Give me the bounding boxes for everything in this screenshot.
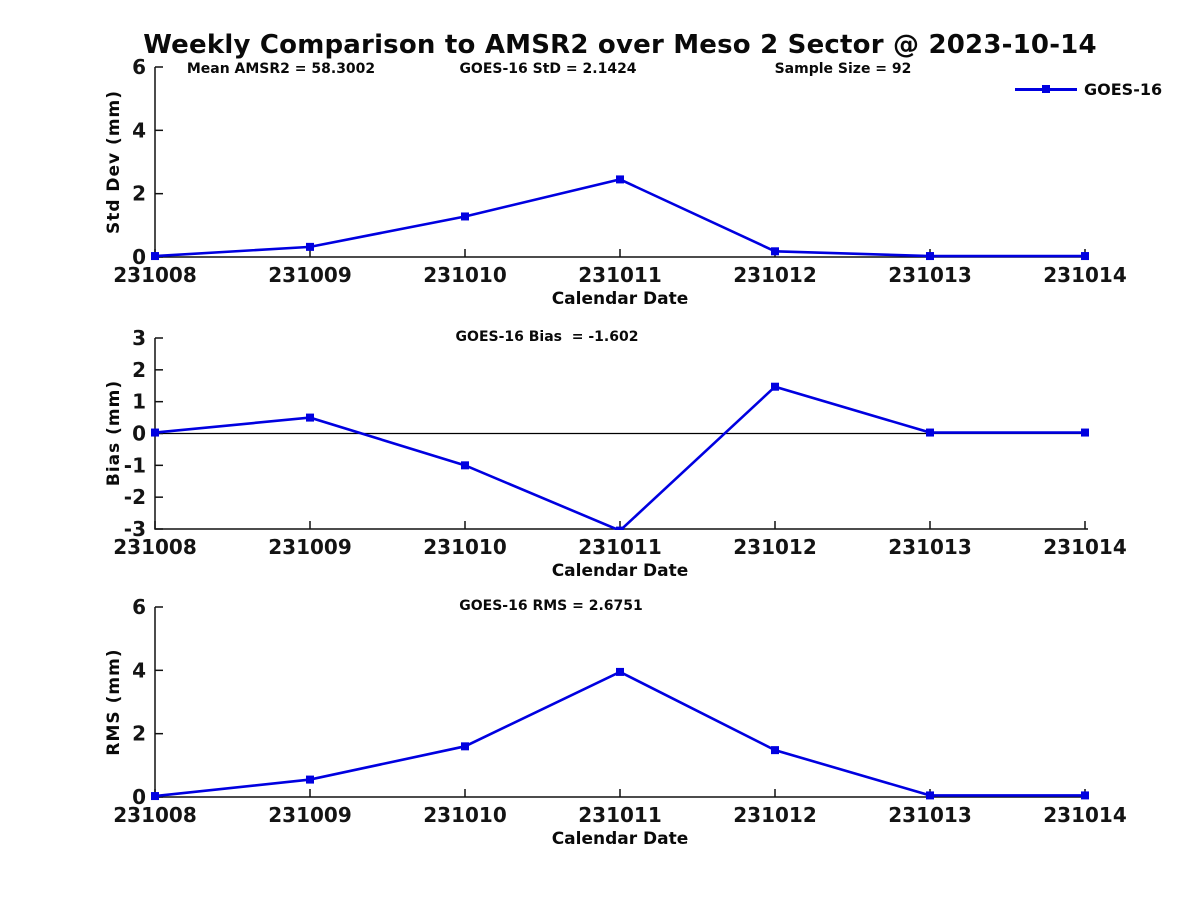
- std-dev-panel: 0 2 4 6 231008 231009 231010 231011 231012 231013…: [113, 55, 1127, 287]
- legend-label: GOES-16: [1084, 79, 1163, 99]
- x-axis-label-rms: Calendar Date: [551, 829, 689, 849]
- x-tick-label: 231014: [1043, 535, 1127, 559]
- y-tick-label: 6: [132, 595, 146, 619]
- legend: GOES-16: [1015, 79, 1163, 99]
- y-tick-label: 3: [132, 326, 146, 350]
- y-tick-label: 2: [132, 182, 146, 206]
- goes16-line: [154, 385, 1085, 530]
- x-tick-label: 231012: [733, 535, 817, 559]
- legend-line-sample: [1015, 85, 1077, 93]
- data-point-marker: [616, 667, 624, 676]
- annotation-sample-size: Sample Size = 92: [774, 61, 912, 77]
- x-tick-label: 231010: [423, 535, 507, 559]
- y-tick-label: 2: [132, 722, 146, 746]
- data-point-marker: [926, 252, 934, 261]
- data-point-marker: [151, 792, 159, 801]
- data-point-marker: [771, 746, 779, 755]
- x-tick-label: 231011: [578, 263, 662, 287]
- annotation-goes16-std: GOES-16 StD = 2.1424: [459, 61, 637, 77]
- legend-square-marker-icon: [1042, 85, 1050, 93]
- x-tick-label: 231011: [578, 803, 662, 827]
- x-tick-label: 231013: [888, 803, 972, 827]
- data-point-marker: [616, 175, 624, 184]
- x-tick-label: 231010: [423, 803, 507, 827]
- y-tick-label: 2: [132, 358, 146, 382]
- y-tick-label: 0: [132, 245, 146, 269]
- x-tick-label: 231011: [578, 535, 662, 559]
- data-point-marker: [306, 413, 314, 422]
- data-point-marker: [616, 526, 624, 530]
- y-tick-label: -3: [124, 517, 146, 541]
- x-tick-label: 231014: [1043, 263, 1127, 287]
- y-tick-label: 4: [132, 658, 146, 682]
- data-point-marker: [306, 775, 314, 784]
- goes16-line: [154, 670, 1085, 798]
- y-tick-label: -1: [124, 453, 146, 477]
- data-point-marker: [926, 791, 934, 800]
- x-tick-label: 231013: [888, 535, 972, 559]
- y-tick-label: 0: [132, 422, 146, 446]
- x-tick-label: 231013: [888, 263, 972, 287]
- x-tick-label: 231008: [113, 263, 197, 287]
- y-tick-label: 4: [132, 118, 146, 142]
- y-tick-label: 6: [132, 55, 146, 79]
- data-point-marker: [771, 247, 779, 256]
- data-point-marker: [1081, 428, 1089, 437]
- annotation-goes16-rms: GOES-16 RMS = 2.6751: [459, 598, 643, 614]
- x-tick-label: 231014: [1043, 803, 1127, 827]
- x-tick-label: 231009: [268, 803, 352, 827]
- data-point-marker: [151, 252, 159, 261]
- data-point-marker: [771, 382, 779, 391]
- data-point-marker: [461, 742, 469, 751]
- y-tick-label: 0: [132, 785, 146, 809]
- bias-panel: -3 -2 -1 0 1 2 3 231008 231009 231010 231011 231012…: [113, 326, 1127, 559]
- data-point-marker: [151, 428, 159, 437]
- data-point-marker: [1081, 791, 1089, 800]
- annotation-goes16-bias: GOES-16 Bias = -1.602: [455, 329, 639, 345]
- rms-panel: 0 2 4 6 231008 231009 231010 231011 231012 231013…: [113, 595, 1127, 827]
- y-tick-label: -2: [124, 485, 146, 509]
- x-tick-label: 231012: [733, 263, 817, 287]
- x-tick-label: 231008: [113, 803, 197, 827]
- data-point-marker: [1081, 252, 1089, 261]
- x-tick-label: 231009: [268, 535, 352, 559]
- x-tick-label: 231012: [733, 803, 817, 827]
- goes16-line: [154, 178, 1085, 258]
- data-point-marker: [306, 242, 314, 251]
- x-tick-label: 231009: [268, 263, 352, 287]
- x-axis-label-stddev: Calendar Date: [551, 289, 689, 309]
- x-tick-label: 231008: [113, 535, 197, 559]
- x-tick-label: 231010: [423, 263, 507, 287]
- x-axis-label-bias: Calendar Date: [551, 561, 689, 581]
- y-tick-label: 1: [132, 390, 146, 414]
- data-point-marker: [926, 428, 934, 437]
- data-point-marker: [461, 461, 469, 470]
- chart-title: Weekly Comparison to AMSR2 over Meso 2 S…: [143, 30, 1097, 60]
- data-point-marker: [461, 212, 469, 221]
- annotation-mean-amsr2: Mean AMSR2 = 58.3002: [186, 61, 376, 77]
